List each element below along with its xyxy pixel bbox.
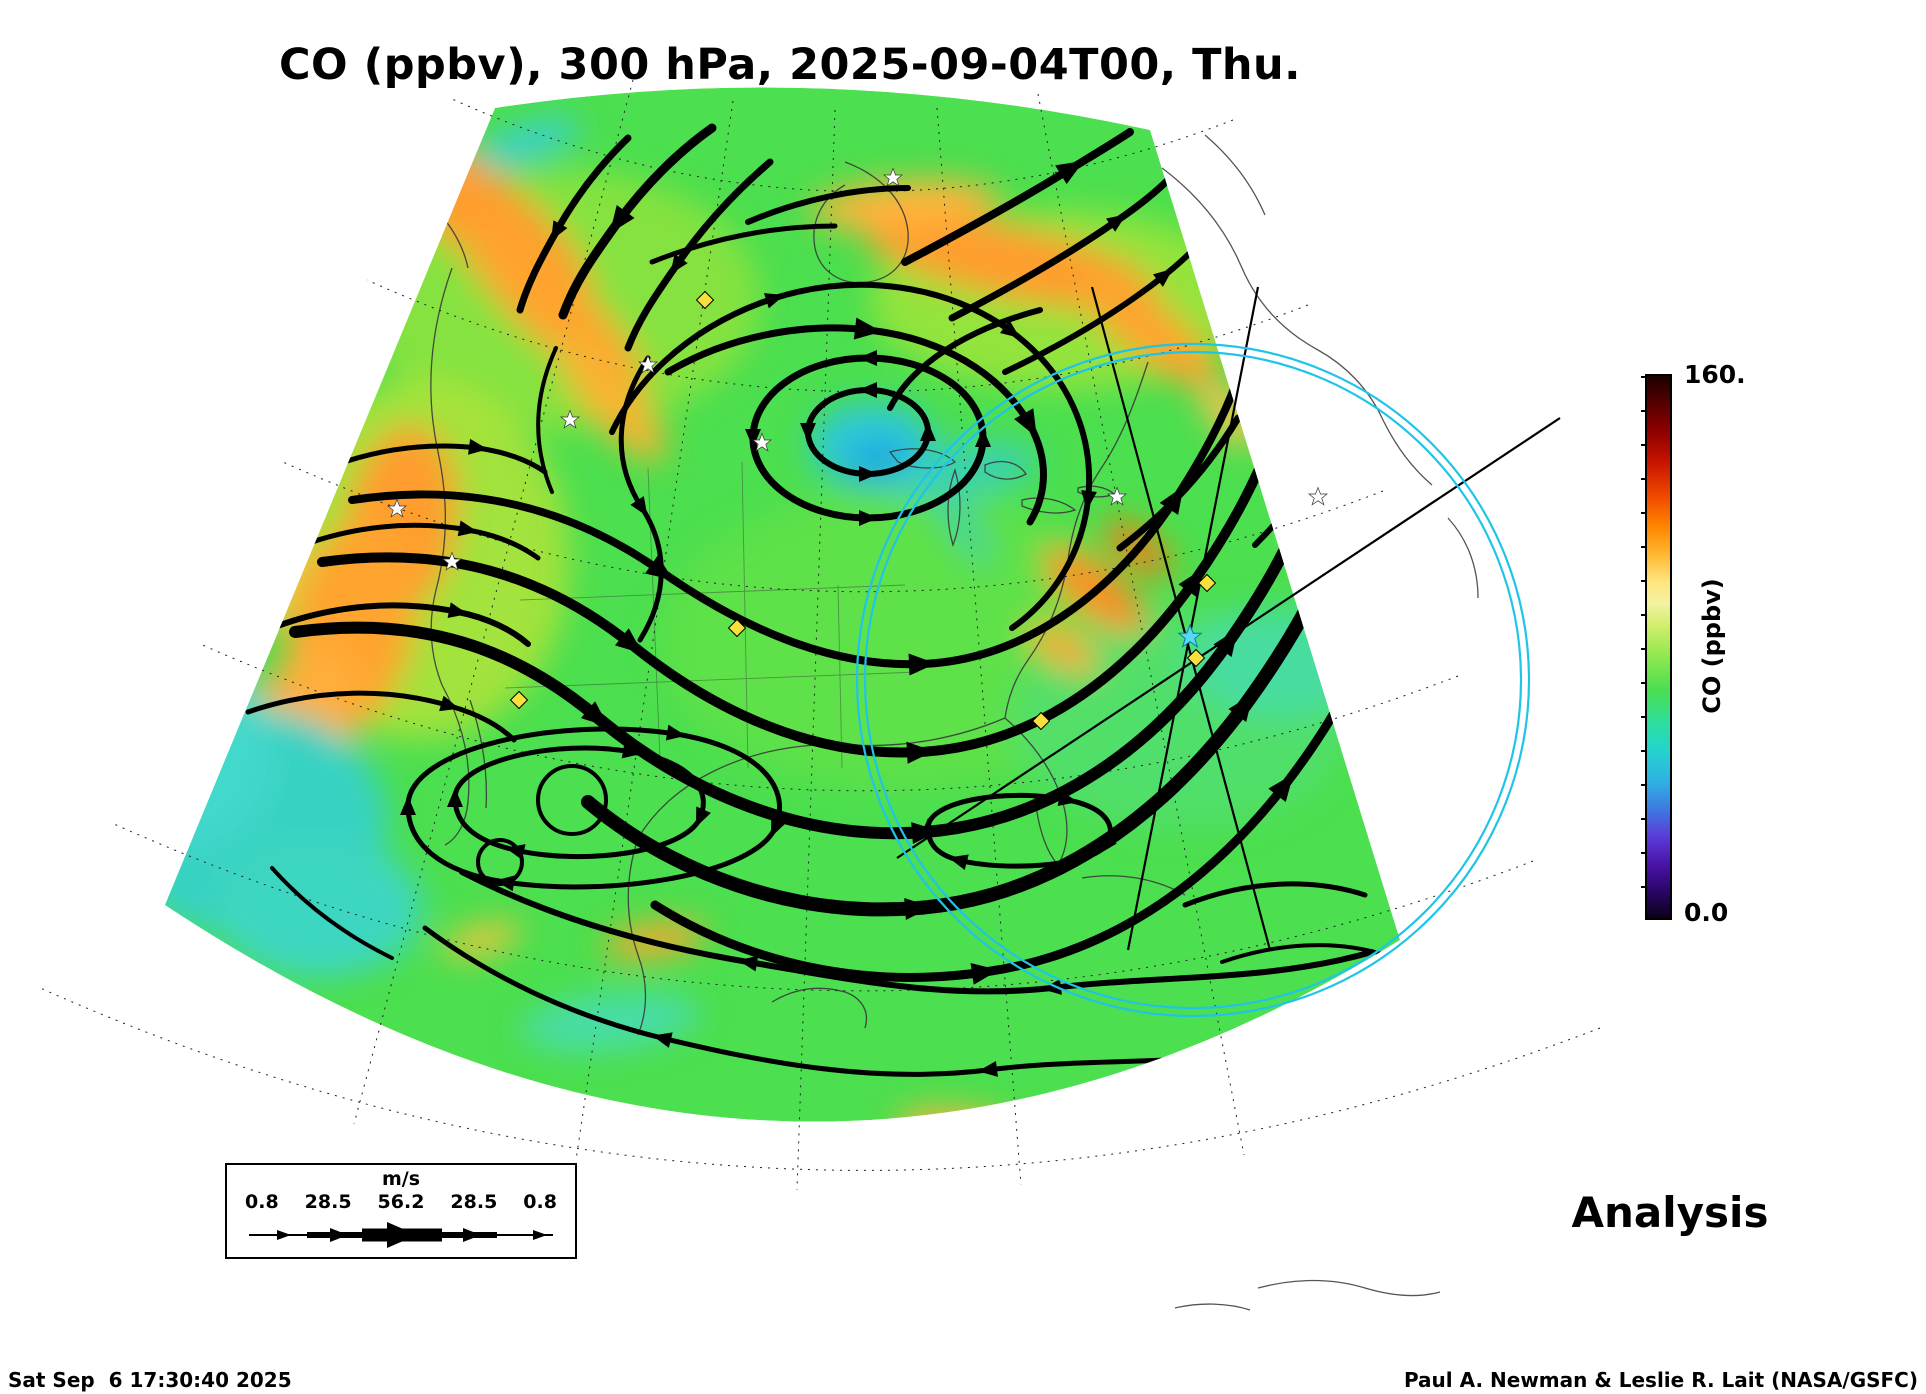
colorbar-max-label: 160. xyxy=(1684,360,1746,389)
streamlines xyxy=(245,123,1387,1122)
legend-value: 28.5 xyxy=(450,1191,498,1213)
colorbar-min-label: 0.0 xyxy=(1684,898,1729,927)
coastlines-outside xyxy=(1161,134,1479,1311)
legend-value: 0.8 xyxy=(523,1191,557,1213)
legend-values-row: 0.8 28.5 56.2 28.5 0.8 xyxy=(227,1191,575,1213)
legend-unit-label: m/s xyxy=(381,1168,421,1190)
wind-speed-legend: m/s 0.8 28.5 56.2 28.5 0.8 xyxy=(225,1163,577,1259)
colorbar-axis-label: CO (ppbv) xyxy=(1698,578,1726,714)
credit-text: Paul A. Newman & Leslie R. Lait (NASA/GS… xyxy=(1403,1368,1918,1392)
plot-title: CO (ppbv), 300 hPa, 2025-09-04T00, Thu. xyxy=(278,40,1301,90)
station-diamonds xyxy=(509,290,1217,731)
legend-value: 0.8 xyxy=(245,1191,279,1213)
legend-arrow-graphic xyxy=(249,1222,553,1248)
colorbar-gradient xyxy=(1645,374,1672,920)
legend-value: 28.5 xyxy=(304,1191,352,1213)
range-circle xyxy=(855,342,1531,1018)
generated-timestamp: Sat Sep 6 17:30:40 2025 xyxy=(8,1368,292,1392)
legend-value: 56.2 xyxy=(377,1191,425,1213)
analysis-label: Analysis xyxy=(1571,1188,1769,1237)
cross-section-lines xyxy=(896,286,1561,951)
